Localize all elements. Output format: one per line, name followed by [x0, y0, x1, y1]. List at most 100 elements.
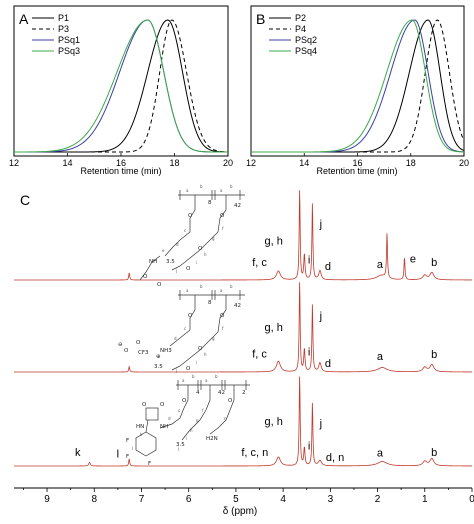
fluorine: F — [126, 438, 129, 444]
panel-b-letter: B — [256, 11, 265, 27]
x-tick-label: 16 — [352, 158, 362, 168]
oxygen: O — [143, 274, 148, 280]
atom-letter: a — [186, 188, 189, 193]
oxygen: O — [220, 213, 225, 219]
nmr-spectrum-2 — [14, 282, 472, 373]
repeat-4: 4 — [196, 390, 200, 396]
oxygen: O — [157, 282, 162, 288]
oxygen: O — [220, 313, 225, 319]
atom-letter: l — [132, 446, 133, 451]
carboxylate-o: O — [124, 348, 129, 354]
peak-label: k — [75, 447, 81, 459]
nmr-spectrum-3 — [14, 376, 472, 467]
atom-letter: c — [178, 408, 180, 413]
atom-letter: d — [168, 416, 171, 421]
atom-letter: f — [202, 408, 204, 413]
cf3: CF3 — [138, 350, 149, 356]
ammonium: NH3 — [160, 348, 172, 354]
repeat-2: 2 — [242, 390, 246, 396]
oxygen: O — [182, 398, 187, 404]
peak-label: a — [377, 448, 384, 460]
x-tick-label: 2 — [375, 494, 381, 505]
atom-letter: g — [212, 336, 215, 341]
peak-label: i — [308, 255, 310, 267]
peak-label: a — [377, 351, 384, 363]
atom-letter: b — [230, 284, 233, 289]
atom-letter: j — [177, 446, 179, 451]
peak-label: b — [431, 447, 437, 459]
panel-c-letter: C — [20, 192, 30, 208]
atom-letter: h — [204, 252, 207, 257]
repeat-42: 42 — [234, 203, 241, 209]
peak-label: g, h — [265, 236, 283, 248]
atom-letter: i — [186, 436, 187, 441]
atom-letter: c — [184, 228, 186, 233]
sidechain-bond — [171, 195, 227, 271]
anion-charge: ⊖ — [118, 342, 123, 348]
legend-label: PSq3 — [58, 46, 80, 56]
peak-label: b — [431, 349, 437, 361]
carbonyl-o: O — [136, 340, 141, 346]
atom-letter: f — [222, 226, 224, 231]
x-tick-label: 9 — [44, 494, 50, 505]
atom-letter: d — [174, 336, 177, 341]
repeat-8: 8 — [208, 300, 212, 306]
oxygen: O — [198, 346, 203, 352]
peak-label: d — [325, 358, 331, 370]
atom-letter: b — [200, 284, 203, 289]
atom-letter: c — [184, 326, 186, 331]
x-tick-label: 18 — [169, 158, 179, 168]
peak-label: f, c, n — [241, 447, 268, 459]
legend-label: P4 — [295, 24, 306, 34]
x-tick-label: 20 — [459, 158, 469, 168]
oxygen: O — [188, 213, 193, 219]
peak-label: a — [377, 259, 384, 271]
x-tick-label: 0 — [469, 494, 474, 505]
atom-letter: a — [220, 188, 223, 193]
legend-label: PSq1 — [58, 35, 80, 45]
sidechain-bond — [181, 385, 211, 441]
x-tick-label: 12 — [9, 158, 19, 168]
squaramide-ring — [145, 407, 159, 421]
series-line-psq4 — [251, 19, 465, 153]
atom-letter: i — [196, 260, 197, 265]
peak-label: d, n — [326, 452, 344, 464]
x-tick-label: 14 — [299, 158, 309, 168]
peak-label: d — [325, 261, 331, 273]
x-tick-label: 5 — [233, 494, 239, 505]
atom-letter: k — [140, 432, 143, 437]
panel-b-xlabel: Retention time (min) — [316, 166, 397, 176]
peak-label: f, c — [252, 257, 267, 269]
oxygen: O — [186, 266, 191, 272]
phenyl-ring — [135, 431, 157, 457]
peak-label: j — [319, 418, 322, 430]
boc-bond — [139, 255, 161, 281]
legend-label: P1 — [58, 13, 69, 23]
atom-letter: a — [186, 288, 189, 293]
panel-c-xlabel: δ (ppm) — [223, 506, 257, 517]
sidechain-bond — [164, 195, 196, 257]
atom-letter: b — [200, 184, 203, 189]
peak-label: g, h — [265, 416, 283, 428]
repeat-42: 42 — [218, 390, 225, 396]
peak-label: b — [431, 257, 437, 269]
peak-label: i — [308, 347, 310, 359]
structure-1 — [139, 190, 245, 281]
atom-letter: e — [162, 248, 165, 253]
atom-letter: a — [220, 288, 223, 293]
peak-label: j — [319, 311, 322, 323]
squaramide-o: O — [160, 402, 165, 408]
x-tick-label: 6 — [186, 494, 192, 505]
sidechain-bond — [169, 295, 196, 347]
squaramide-o: O — [142, 402, 147, 408]
ring-link — [145, 419, 149, 433]
peak-label: i — [308, 441, 310, 453]
atom-letter: h — [190, 428, 193, 433]
legend-label: PSq2 — [295, 35, 317, 45]
series-line-psq3 — [14, 19, 228, 153]
cation-charge: ⊕ — [156, 354, 161, 360]
structure-3 — [135, 380, 250, 457]
